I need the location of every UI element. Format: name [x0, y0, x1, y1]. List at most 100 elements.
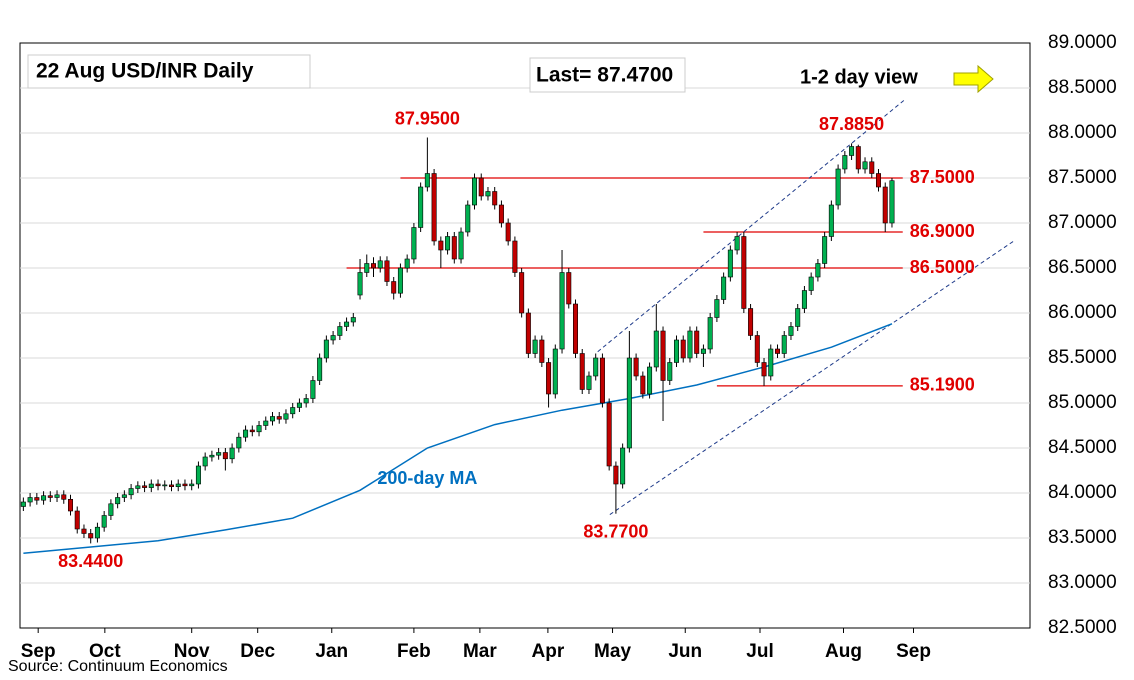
candle-body — [94, 526, 100, 539]
x-tick-label: Mar — [463, 641, 497, 662]
candle-body — [774, 348, 780, 354]
candle-body — [364, 263, 370, 273]
x-tick-label: Aug — [825, 641, 862, 662]
candle-body — [862, 161, 868, 170]
candle-body — [229, 447, 235, 460]
candle-body — [613, 465, 619, 485]
candle-body — [445, 236, 451, 251]
candle-body — [471, 177, 477, 206]
x-tick-label: Sep — [896, 641, 931, 662]
candle-body — [478, 177, 484, 197]
candle-body — [370, 263, 376, 269]
candle-body — [236, 436, 242, 449]
candle-body — [337, 326, 343, 336]
candle-body — [694, 330, 700, 354]
candle-body — [579, 353, 585, 390]
x-tick-label: Apr — [532, 641, 565, 662]
candle-body — [202, 456, 208, 467]
candle-body — [195, 465, 201, 485]
candle-body — [135, 485, 141, 489]
candle-body — [815, 263, 821, 278]
chart-title: 22 Aug USD/INR Daily — [36, 60, 254, 83]
candle-body — [842, 155, 848, 170]
candle-body — [498, 204, 504, 224]
y-tick-label: 84.0000 — [1048, 482, 1117, 503]
level-label: 86.5000 — [910, 257, 975, 277]
candle-body — [162, 484, 168, 487]
candle-body — [875, 173, 881, 188]
y-tick-label: 86.0000 — [1048, 302, 1117, 323]
candle-body — [276, 416, 282, 420]
source: Source: Continuum Economics — [8, 658, 228, 675]
candle-body — [680, 339, 686, 359]
candle-body — [647, 366, 653, 395]
x-tick-label: Feb — [397, 641, 431, 662]
annotation: 87.8850 — [819, 114, 884, 134]
plot-border — [19, 42, 1031, 629]
candle-body — [88, 533, 94, 539]
candle-body — [559, 272, 565, 350]
candle-body — [714, 299, 720, 318]
candle-body — [27, 497, 33, 503]
x-tick-label: Jan — [315, 641, 348, 662]
candle-body — [525, 312, 531, 354]
view-arrow — [953, 64, 994, 94]
candle-body — [822, 236, 828, 264]
annotation: 83.4400 — [58, 551, 123, 571]
candle-body — [700, 348, 706, 354]
candle-body — [169, 484, 175, 487]
candle-body — [68, 498, 74, 512]
y-tick-label: 88.0000 — [1048, 122, 1117, 143]
x-tick-label: Oct — [89, 641, 121, 662]
candle-body — [485, 191, 491, 197]
candle-body — [54, 494, 60, 498]
y-tick-label: 85.0000 — [1048, 392, 1117, 413]
candle-body — [81, 528, 87, 534]
y-tick-label: 85.5000 — [1048, 347, 1117, 368]
candle-body — [350, 317, 356, 323]
candle-body — [532, 339, 538, 354]
candle-body — [384, 260, 390, 282]
candle-body — [310, 380, 316, 399]
candle-body — [761, 362, 767, 377]
candle-body — [344, 321, 350, 327]
candle-body — [249, 429, 255, 433]
candle-body — [317, 357, 323, 381]
candle-body — [808, 276, 814, 291]
candle-body — [626, 357, 632, 449]
y-tick-label: 89.0000 — [1048, 32, 1117, 53]
candle-body — [828, 204, 834, 237]
candle-body — [869, 161, 875, 174]
candle-body — [438, 240, 444, 251]
x-tick-label: Sep — [21, 641, 56, 662]
candle-body — [741, 236, 747, 309]
candle-body — [121, 494, 127, 498]
y-tick-label: 82.5000 — [1048, 617, 1117, 638]
candle-body — [849, 146, 855, 156]
y-tick-label: 83.0000 — [1048, 572, 1117, 593]
candle-body — [795, 308, 801, 327]
candle-body — [128, 488, 134, 496]
candle-body — [148, 483, 154, 488]
candle-body — [296, 402, 302, 408]
candle-body — [34, 497, 40, 501]
candle-body — [721, 276, 727, 300]
candle-body — [418, 186, 424, 228]
candle-body — [283, 413, 289, 420]
candle-body — [586, 375, 592, 390]
candle-body — [727, 249, 733, 278]
candle-body — [546, 362, 552, 395]
candle-body — [572, 303, 578, 354]
x-tick-label: Jun — [668, 641, 702, 662]
ma-label: 200-day MA — [377, 468, 477, 488]
candle-body — [451, 236, 457, 260]
candle-body — [101, 515, 107, 528]
level-label: 86.9000 — [910, 221, 975, 241]
candle-body — [411, 227, 417, 260]
candle-body — [216, 452, 222, 456]
candle-body — [640, 375, 646, 395]
candle-body — [599, 357, 605, 404]
candle-body — [606, 402, 612, 467]
candle-body — [142, 485, 148, 488]
ma-line — [23, 323, 893, 555]
